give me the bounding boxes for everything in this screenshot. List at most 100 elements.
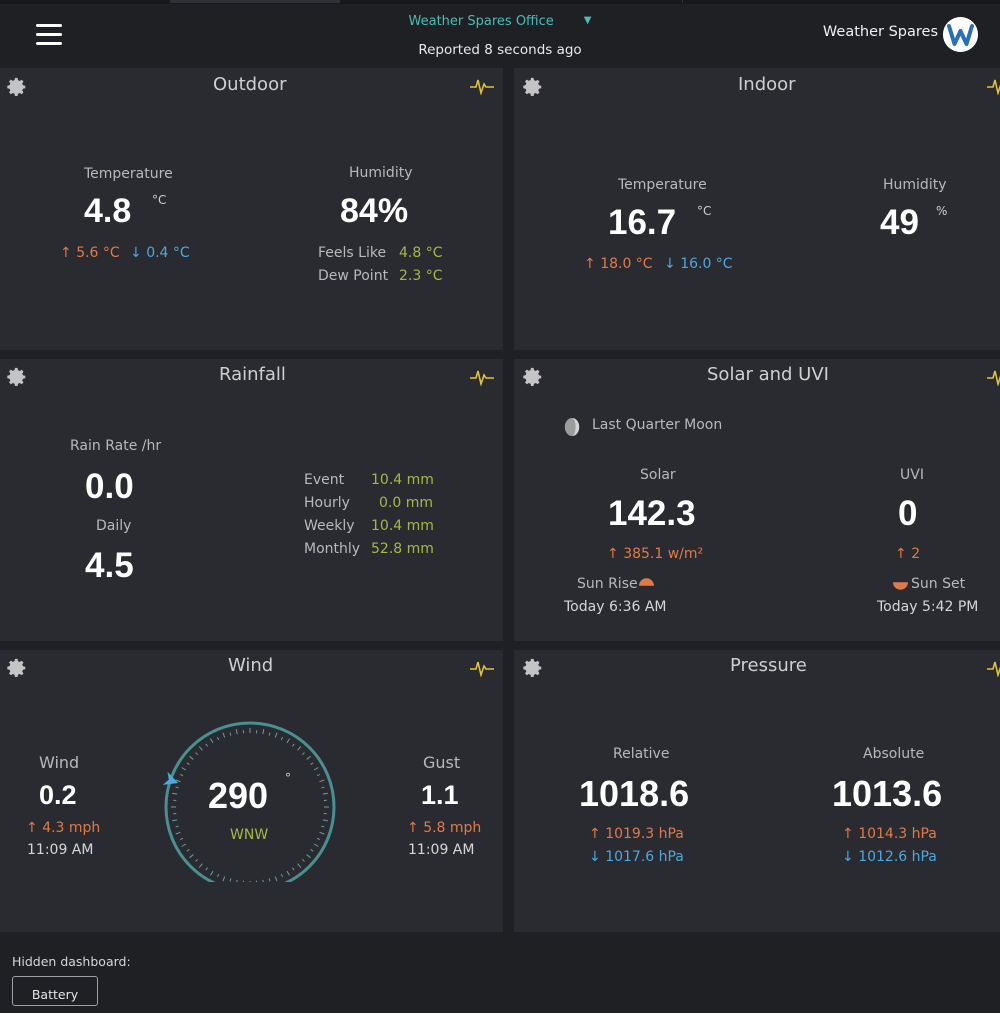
top-tab-active[interactable]	[170, 0, 340, 3]
station-name: Weather Spares Office	[409, 14, 554, 29]
compass-tick	[176, 787, 179, 788]
outdoor-temp-high: ↑ 5.6 °C	[60, 245, 120, 261]
compass-tick	[199, 864, 202, 868]
sunrise-time: Today 6:36 AM	[564, 599, 666, 615]
brand-name: Weather Spares	[823, 24, 938, 40]
dew-point-label: Dew Point	[318, 268, 388, 284]
feels-like-value: 4.8 °C	[399, 245, 443, 261]
compass-tick	[311, 849, 313, 851]
compass-tick	[321, 787, 324, 788]
rain-weekly-label: Weekly	[304, 518, 355, 534]
wind-direction-value: 290	[208, 775, 268, 817]
indoor-humidity-label: Humidity	[883, 177, 946, 193]
rain-weekly-value: 10.4 mm	[371, 518, 434, 534]
compass-tick	[281, 874, 282, 877]
gust-time: 11:09 AM	[408, 842, 474, 858]
sunset-label: Sun Set	[911, 576, 965, 592]
compass-tick	[320, 780, 325, 782]
compass-tick	[172, 793, 177, 794]
pressure-relative-label: Relative	[613, 746, 669, 762]
pressure-absolute-label: Absolute	[863, 746, 924, 762]
gear-icon[interactable]	[522, 366, 544, 388]
gear-icon[interactable]	[522, 657, 544, 679]
compass-tick	[236, 729, 237, 734]
compass-tick	[320, 832, 325, 834]
compass-tick	[236, 880, 237, 882]
uvi-label: UVI	[900, 467, 924, 483]
solar-value: 142.3	[608, 494, 696, 534]
rain-rate-label: Rain Rate /hr	[70, 438, 161, 454]
compass-tick	[298, 864, 301, 868]
outdoor-humidity-value: 84%	[340, 192, 408, 231]
compass-tick	[298, 746, 301, 750]
outdoor-temp-label: Temperature	[84, 166, 173, 182]
outdoor-temp-value: 4.8	[84, 192, 131, 231]
compass-tick	[230, 733, 231, 736]
hidden-dashboard-label: Hidden dashboard:	[12, 954, 131, 969]
compass-tick	[321, 826, 324, 827]
compass-tick	[263, 729, 264, 734]
rain-event-value: 10.4 mm	[371, 472, 434, 488]
pressure-relative-low: ↓ 1017.6 hPa	[589, 849, 684, 865]
compass-tick	[172, 820, 177, 821]
gear-icon[interactable]	[522, 76, 544, 98]
compass-tick	[269, 878, 270, 881]
compass-tick	[196, 859, 198, 861]
sunrise-icon	[639, 578, 654, 586]
indoor-humidity-unit: %	[936, 204, 947, 218]
compass-tick	[196, 753, 198, 755]
compass-tick	[263, 880, 264, 882]
rain-hourly-value: 0.0 mm	[379, 495, 433, 511]
chart-pulse-icon[interactable]	[469, 77, 495, 95]
compass-tick	[302, 753, 304, 755]
solar-high: ↑ 385.1 w/m²	[607, 546, 703, 562]
compass-tick	[217, 874, 218, 877]
chart-pulse-icon[interactable]	[469, 368, 495, 386]
compass-tick	[307, 756, 311, 759]
pressure-card: Pressure Relative 1018.6 ↑ 1019.3 hPa ↓ …	[514, 650, 1000, 932]
solar-uvi-card: Solar and UVI Last Quarter Moon Solar 14…	[514, 359, 1000, 641]
compass-tick	[182, 844, 186, 847]
gust-high: ↑ 5.8 mph	[407, 820, 481, 836]
sunset-icon	[893, 582, 908, 590]
rain-daily-value: 4.5	[85, 546, 134, 586]
chart-pulse-icon[interactable]	[986, 368, 1000, 386]
solar-label: Solar	[640, 467, 676, 483]
moon-phase-label: Last Quarter Moon	[592, 417, 722, 433]
uvi-high: ↑ 2	[895, 546, 920, 562]
wind-direction-unit: °	[285, 771, 291, 785]
pressure-title: Pressure	[730, 655, 807, 676]
rain-monthly-value: 52.8 mm	[371, 541, 434, 557]
outdoor-title: Outdoor	[213, 74, 287, 95]
compass-tick	[230, 878, 231, 881]
solar-title: Solar and UVI	[707, 364, 829, 385]
compass-tick	[206, 744, 208, 746]
compass-tick	[176, 826, 179, 827]
dew-point-value: 2.3 °C	[399, 268, 443, 284]
compass-tick	[269, 733, 270, 736]
chart-pulse-icon[interactable]	[986, 77, 1000, 95]
compass-tick	[199, 746, 202, 750]
gear-icon[interactable]	[6, 366, 28, 388]
rainfall-title: Rainfall	[219, 364, 286, 385]
sunrise-label: Sun Rise	[577, 576, 638, 592]
compass-tick	[187, 849, 189, 851]
compass-tick	[176, 832, 181, 834]
indoor-temp-value: 16.7	[608, 203, 676, 243]
chart-pulse-icon[interactable]	[986, 659, 1000, 677]
chart-pulse-icon[interactable]	[469, 659, 495, 677]
compass-tick	[217, 737, 218, 740]
sunset-time: Today 5:42 PM	[877, 599, 978, 615]
battery-button[interactable]: Battery	[12, 976, 98, 1006]
wind-compass	[0, 650, 340, 882]
outdoor-card: Outdoor Temperature 4.8 °C ↑ 5.6 °C ↓ 0.…	[0, 68, 503, 350]
compass-tick	[182, 768, 186, 771]
reported-time: Reported 8 seconds ago	[0, 42, 1000, 58]
compass-tick	[189, 756, 193, 759]
gear-icon[interactable]	[6, 76, 28, 98]
compass-tick	[211, 739, 214, 743]
rainfall-card: Rainfall Rain Rate /hr 0.0 Daily 4.5 Eve…	[0, 359, 503, 641]
compass-tick	[292, 868, 294, 870]
pressure-absolute-low: ↓ 1012.6 hPa	[842, 849, 937, 865]
compass-tick	[223, 877, 225, 882]
